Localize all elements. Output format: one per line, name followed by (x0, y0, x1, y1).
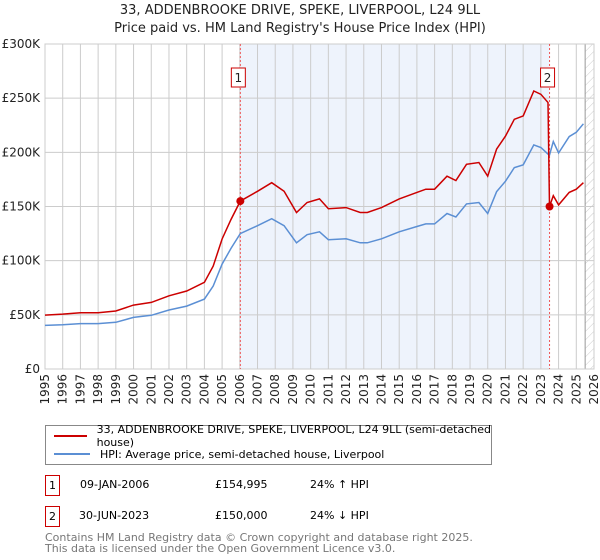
legend: 33, ADDENBROOKE DRIVE, SPEKE, LIVERPOOL,… (45, 423, 492, 465)
x-tick-label: 2003 (180, 374, 194, 405)
x-tick-label: 1997 (73, 374, 87, 405)
legend-swatch-hpi (54, 453, 90, 455)
transaction-date: 30-JUN-2023 (79, 509, 150, 522)
y-tick-label: £200K (2, 145, 42, 159)
x-tick-label: 2014 (374, 374, 388, 405)
x-tick-label: 1998 (91, 374, 105, 405)
y-tick-label: £150K (2, 200, 42, 214)
price-chart: 1995 1996 1997 1998 1999 2000 2001 2002 2003 2004… (2, 37, 600, 405)
x-tick-label: 2000 (127, 374, 141, 405)
x-tick-label: 2004 (197, 374, 211, 405)
x-tick-label: 1996 (56, 374, 70, 405)
y-tick-label: £250K (2, 91, 42, 105)
x-tick-label: 2005 (215, 374, 229, 405)
sale-point (236, 197, 245, 206)
property-price-line (44, 89, 584, 316)
x-tick-label: 2015 (392, 374, 406, 405)
y-tick-label: £0 (25, 362, 40, 376)
x-tick-label: 1995 (38, 374, 52, 405)
plot-border (44, 43, 595, 370)
x-tick-label: 2018 (445, 374, 459, 405)
transaction-row: 1 09-JAN-2006 £154,995 24% ↑ HPI (45, 475, 445, 496)
transaction-date: 09-JAN-2006 (80, 478, 150, 491)
legend-label-hpi: HPI: Average price, semi-detached house,… (100, 447, 385, 461)
transaction-hpi-delta: 24% ↓ HPI (310, 509, 369, 522)
legend-item-property: 33, ADDENBROOKE DRIVE, SPEKE, LIVERPOOL,… (54, 423, 491, 449)
chart-title: 33, ADDENBROOKE DRIVE, SPEKE, LIVERPOOL,… (119, 3, 481, 18)
x-tick-label: 2024 (552, 374, 566, 405)
x-tick-label: 2012 (339, 374, 353, 405)
x-tick-label: 2026 (587, 374, 600, 405)
sale-point (545, 202, 554, 211)
hpi-line (44, 123, 584, 327)
x-tick-label: 2021 (498, 374, 512, 405)
x-tick-label: 2006 (233, 374, 247, 405)
x-tick-label: 2007 (251, 374, 265, 405)
sale-marker-label: 2 (544, 71, 552, 85)
transaction-marker: 1 (45, 475, 60, 496)
x-tick-label: 2010 (304, 374, 318, 405)
x-tick-label: 2002 (162, 374, 176, 405)
x-tick-label: 1999 (109, 374, 123, 405)
x-tick-label: 2020 (481, 374, 495, 405)
x-tick-label: 2022 (516, 374, 530, 405)
x-tick-label: 2008 (268, 374, 282, 405)
chart-subtitle: Price paid vs. HM Land Registry's House … (114, 21, 486, 36)
x-tick-label: 2013 (357, 374, 371, 405)
transaction-price: £154,995 (215, 478, 268, 491)
footer-licence: This data is licensed under the Open Gov… (45, 542, 396, 555)
x-tick-label: 2001 (144, 374, 158, 405)
x-tick-label: 2009 (286, 374, 300, 405)
x-tick-label: 2023 (534, 374, 548, 405)
sale-marker-box (540, 67, 556, 88)
x-tick-label: 2017 (428, 374, 442, 405)
y-tick-label: £300K (2, 37, 42, 51)
x-tick-label: 2016 (410, 374, 424, 405)
y-tick-label: £100K (2, 254, 42, 268)
y-tick-label: £50K (9, 308, 41, 322)
legend-label-property: 33, ADDENBROOKE DRIVE, SPEKE, LIVERPOOL,… (96, 423, 491, 449)
x-tick-label: 2011 (321, 374, 335, 405)
transaction-marker: 2 (45, 506, 60, 527)
sale-marker-box (230, 67, 246, 88)
sale-marker-label: 1 (235, 71, 243, 85)
transaction-row: 2 30-JUN-2023 £150,000 24% ↓ HPI (45, 506, 445, 527)
x-tick-label: 2025 (569, 374, 583, 405)
transaction-hpi-delta: 24% ↑ HPI (310, 478, 369, 491)
legend-swatch-property (54, 435, 87, 437)
legend-item-hpi: HPI: Average price, semi-detached house,… (54, 446, 384, 462)
x-tick-label: 2019 (463, 374, 477, 405)
transaction-price: £150,000 (215, 509, 268, 522)
footer-copyright: Contains HM Land Registry data © Crown c… (45, 531, 473, 544)
